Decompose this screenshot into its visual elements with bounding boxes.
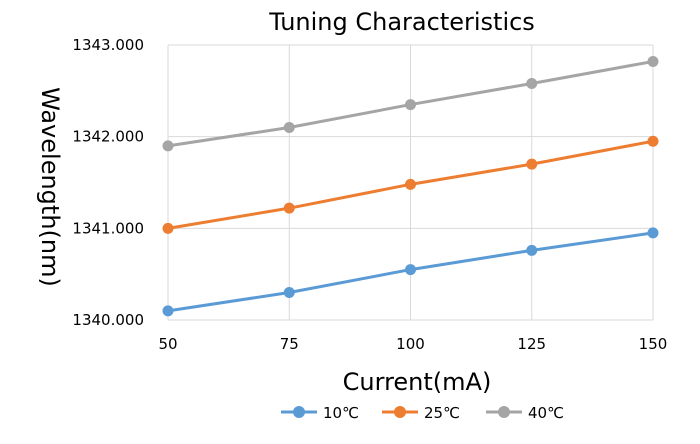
y-tick-label-1: 1341.000	[72, 219, 144, 237]
data-point-s1-1	[283, 287, 295, 298]
data-point-s1-3	[526, 244, 538, 256]
data-point-s1-2	[405, 264, 416, 276]
data-point-s2-2	[405, 178, 416, 190]
series-1	[162, 227, 659, 317]
series-group	[162, 56, 659, 317]
data-point-s2-4	[647, 135, 659, 147]
legend-entry-2: 25℃	[382, 404, 460, 422]
data-point-s2-1	[283, 202, 295, 214]
data-point-s3-1	[283, 122, 295, 133]
data-point-s3-2	[405, 99, 416, 111]
x-tick-label-3: 125	[517, 335, 546, 353]
y-tick-label-0: 1340.000	[72, 311, 144, 329]
data-point-s1-0	[162, 305, 174, 317]
legend-marker-3	[498, 406, 510, 418]
legend-label-3: 40℃	[528, 404, 564, 422]
legend-label-1: 10℃	[323, 404, 359, 422]
x-tick-label-2: 100	[396, 335, 425, 353]
x-tick-label-1: 75	[280, 335, 299, 353]
series-3	[162, 56, 659, 152]
x-tick-label-0: 50	[158, 335, 177, 353]
tick-labels: 1340.000 1341.000 1342.000 1343.000 50 75 100 1…	[72, 36, 667, 353]
legend-marker-1	[293, 406, 305, 418]
x-axis-label: Current(mA)	[343, 368, 492, 396]
data-point-s2-3	[526, 158, 538, 170]
x-tick-label-4: 150	[639, 335, 668, 353]
y-tick-label-3: 1343.000	[72, 36, 144, 54]
legend-entry-3: 40℃	[486, 404, 564, 422]
data-point-s2-0	[162, 222, 174, 234]
legend-label-2: 25℃	[424, 404, 460, 422]
axes	[167, 45, 653, 321]
data-point-s3-0	[162, 140, 174, 152]
data-point-s3-3	[526, 78, 538, 89]
chart-title: Tuning Characteristics	[268, 8, 535, 36]
series-2	[162, 135, 659, 234]
y-tick-label-2: 1342.000	[72, 128, 144, 146]
legend: 10℃ 25℃ 40℃	[281, 404, 564, 422]
data-point-s1-4	[647, 227, 659, 239]
legend-marker-2	[394, 406, 406, 418]
legend-entry-1: 10℃	[281, 404, 359, 422]
data-point-s3-4	[647, 56, 659, 67]
y-axis-label: Wavelength(nm)	[36, 87, 64, 287]
